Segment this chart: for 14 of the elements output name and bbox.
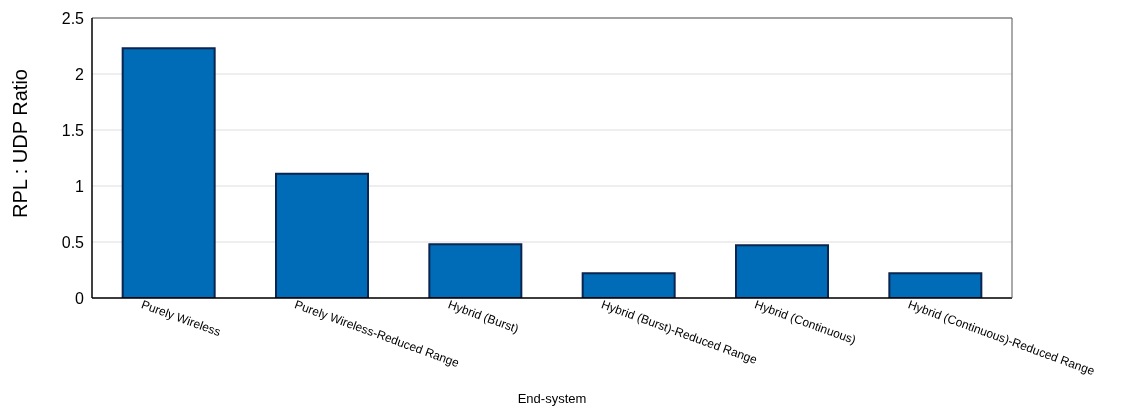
bar [121,47,216,298]
bar [581,272,676,298]
bar [735,244,829,298]
y-axis-title: RPL : UDP Ratio [9,69,32,218]
bar [275,172,369,298]
y-tick-label: 0.5 [61,233,85,251]
bar [888,272,983,298]
y-tick-label: 2 [75,65,85,83]
bar [428,243,523,298]
y-tick-label: 1 [75,177,85,195]
x-axis-title: End-system [517,391,587,406]
y-tick-label: 0 [75,289,85,307]
y-tick-label: 2.5 [61,9,85,27]
y-tick-label: 1.5 [61,121,85,139]
